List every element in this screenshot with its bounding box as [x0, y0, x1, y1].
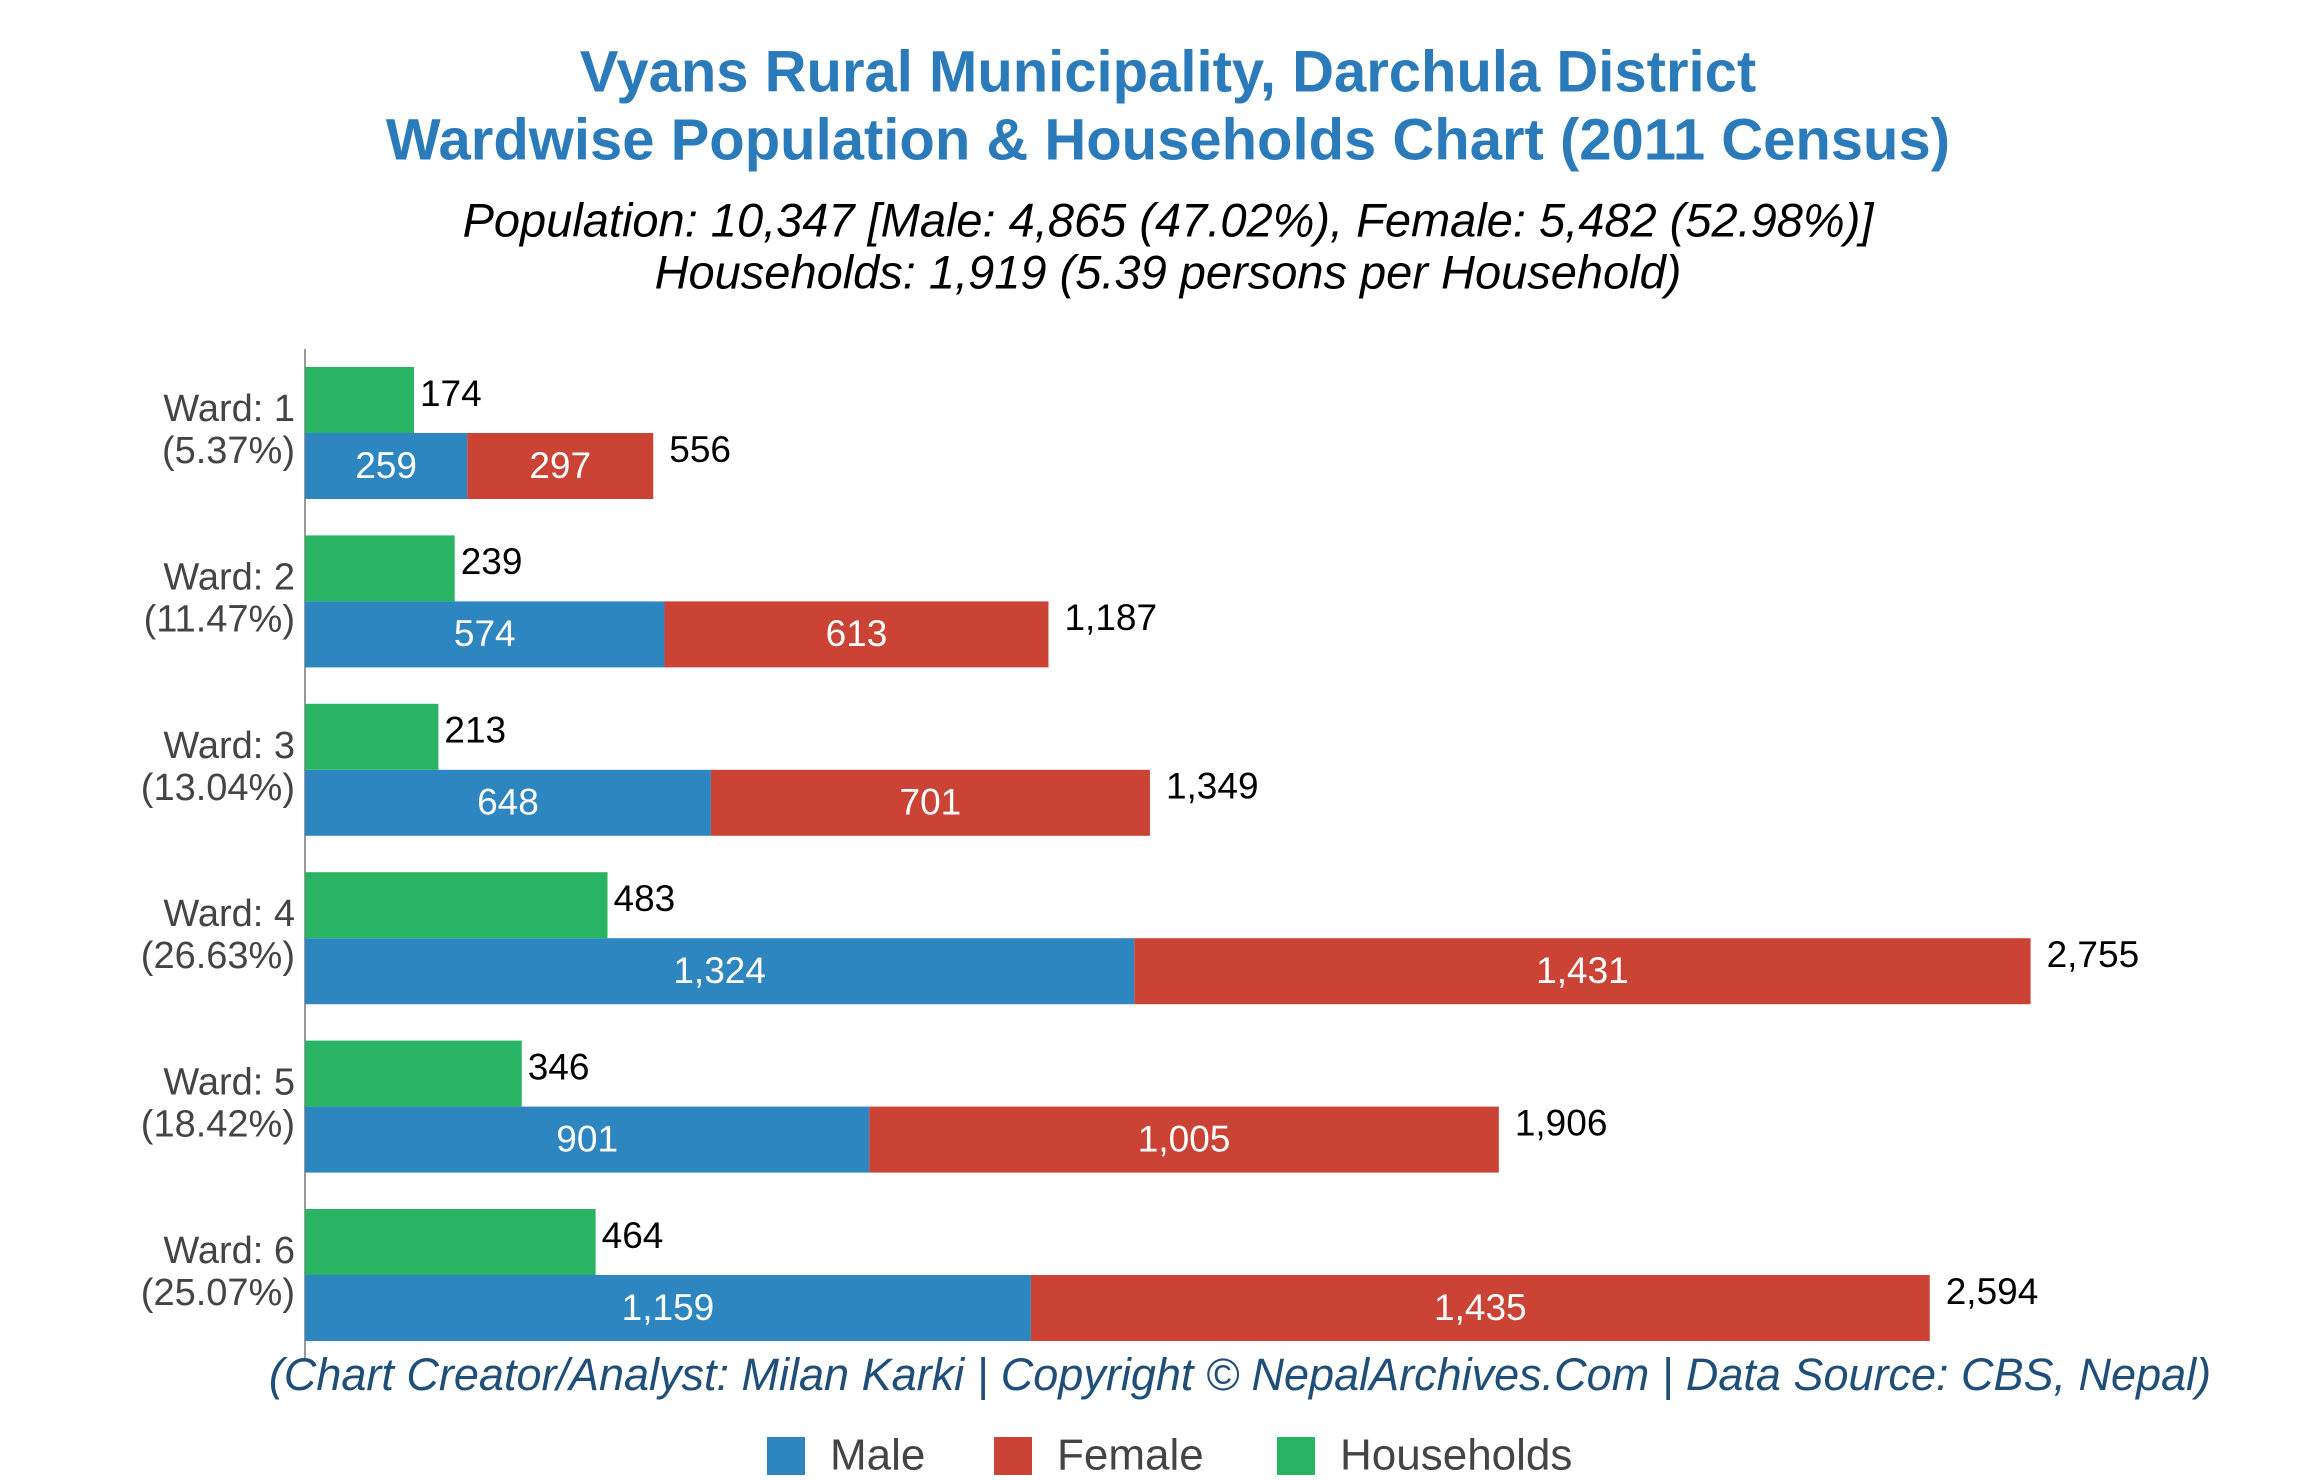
- bar: [305, 601, 665, 668]
- total-label: 1,187: [1064, 597, 1157, 638]
- y-tick-label: Ward: 6: [163, 1230, 295, 1272]
- y-tick-label: (18.42%): [141, 1104, 295, 1146]
- y-tick-label: (13.04%): [141, 767, 295, 809]
- legend-swatch: [1277, 1437, 1315, 1475]
- bar: [305, 872, 608, 939]
- legend-swatch: [767, 1437, 805, 1475]
- y-tick-label: (26.63%): [141, 935, 295, 977]
- data-label: 901: [556, 1118, 618, 1159]
- total-label: 1,906: [1515, 1102, 1608, 1143]
- bar: [305, 535, 455, 602]
- total-label: 2,755: [2047, 934, 2140, 975]
- bar: [305, 367, 414, 433]
- data-label: 1,435: [1434, 1287, 1527, 1328]
- y-tick-label: (25.07%): [141, 1272, 295, 1314]
- legend-label: Male: [830, 1431, 925, 1480]
- chart-title: Vyans Rural Municipality, Darchula Distr…: [580, 39, 1756, 104]
- bar: [305, 1040, 522, 1107]
- bar: [305, 1209, 596, 1275]
- bar: [664, 601, 1049, 668]
- y-tick-label: Ward: 1: [163, 388, 295, 430]
- y-tick-label: Ward: 2: [163, 556, 295, 598]
- data-label: 259: [355, 445, 417, 486]
- y-tick-label: (5.37%): [162, 430, 295, 472]
- bar: [305, 938, 1135, 1005]
- data-label: 213: [444, 710, 506, 751]
- legend-swatch: [994, 1437, 1032, 1475]
- total-label: 556: [669, 429, 731, 470]
- data-label: 483: [614, 878, 676, 919]
- data-label: 1,324: [673, 950, 766, 991]
- bar: [305, 1275, 1031, 1341]
- chart-subtitle: Households: 1,919 (5.39 persons per Hous…: [655, 245, 1682, 298]
- data-label: 613: [826, 613, 888, 654]
- total-label: 1,349: [1166, 766, 1259, 807]
- data-label: 1,005: [1138, 1118, 1231, 1159]
- chart-footer: (Chart Creator/Analyst: Milan Karki | Co…: [269, 1349, 2211, 1400]
- chart-subtitle: Population: 10,347 [Male: 4,865 (47.02%)…: [463, 193, 1875, 246]
- bar: [1030, 1275, 1930, 1341]
- data-label: 346: [528, 1046, 590, 1087]
- bar: [1134, 938, 2031, 1005]
- data-label: 174: [420, 373, 482, 414]
- bar: [305, 1106, 870, 1173]
- y-tick-label: Ward: 5: [163, 1062, 295, 1104]
- data-label: 297: [529, 445, 591, 486]
- bar: [710, 769, 1150, 836]
- bar: [305, 433, 468, 499]
- total-label: 2,594: [1946, 1271, 2039, 1312]
- data-label: 574: [454, 613, 516, 654]
- data-label: 701: [900, 782, 962, 823]
- data-label: 1,431: [1536, 950, 1629, 991]
- chart-title: Wardwise Population & Households Chart (…: [386, 107, 1950, 172]
- legend-label: Households: [1340, 1431, 1572, 1480]
- legend-label: Female: [1057, 1431, 1204, 1480]
- bar: [305, 769, 711, 836]
- bar: [467, 433, 654, 499]
- data-label: 239: [461, 541, 523, 582]
- data-label: 464: [602, 1215, 664, 1256]
- data-label: 1,159: [622, 1287, 715, 1328]
- y-tick-label: (11.47%): [144, 598, 295, 640]
- bar: [869, 1106, 1499, 1173]
- y-tick-label: Ward: 4: [163, 893, 295, 935]
- y-tick-label: Ward: 3: [163, 725, 295, 767]
- bar: [305, 703, 439, 770]
- data-label: 648: [477, 782, 539, 823]
